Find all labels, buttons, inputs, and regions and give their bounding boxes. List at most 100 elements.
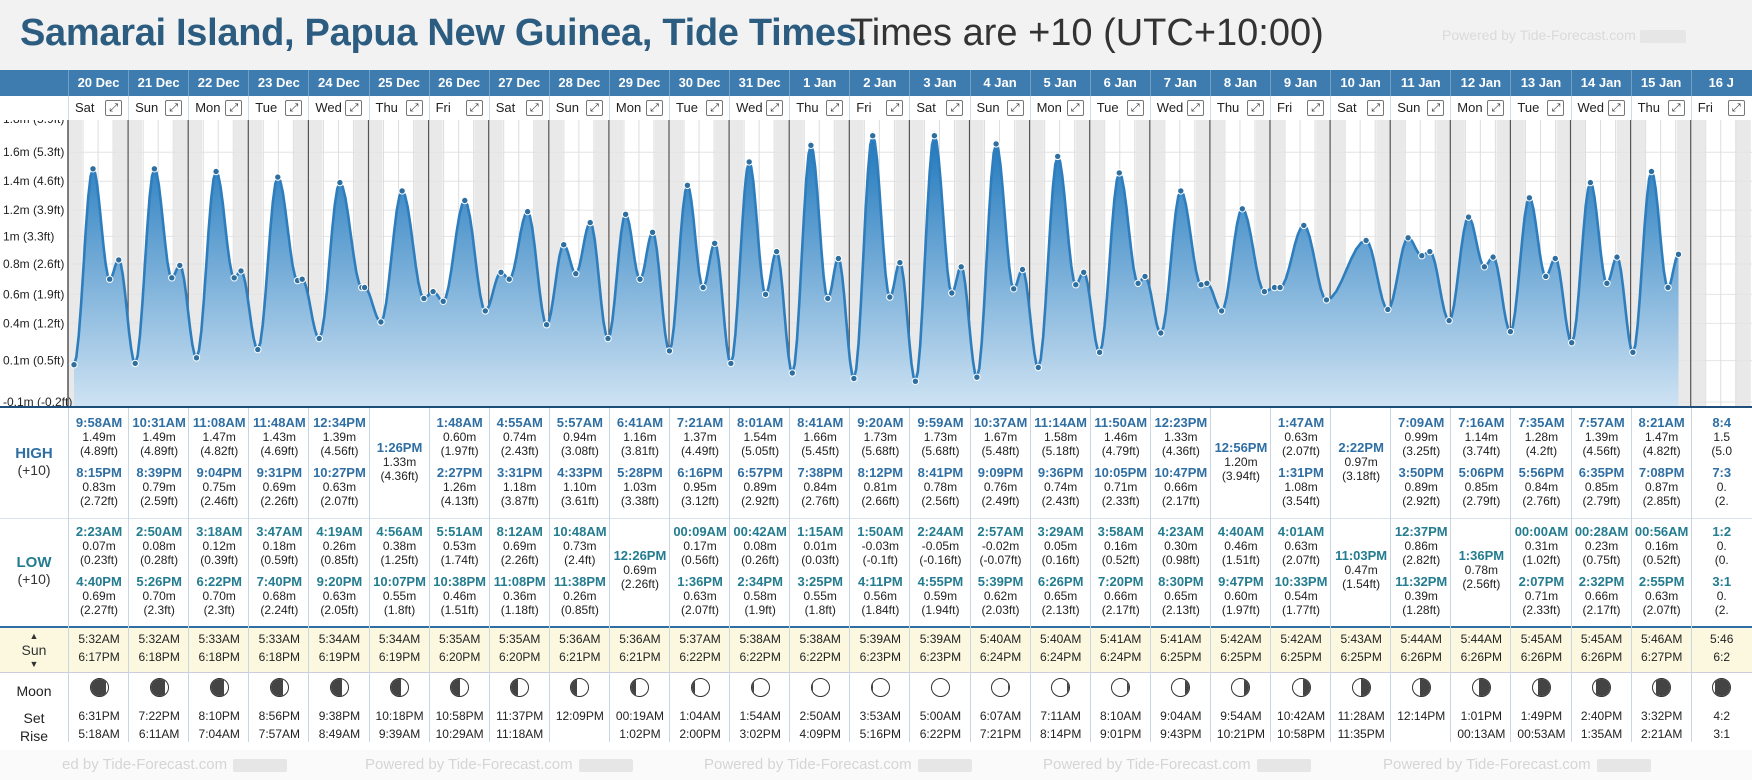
expand-icon[interactable]: ⤢ [345, 100, 363, 116]
sunset-time: 6:25PM [1340, 650, 1382, 664]
expand-icon[interactable]: ⤢ [706, 100, 724, 116]
low-tide-height-m: 0.38m [382, 539, 417, 553]
sunrise-time: 5:41AM [1100, 632, 1142, 646]
day-column: 7:21AM 1.37m (4.49ft) 6:16PM 0.95m (3.12ft) 00… [669, 408, 730, 742]
moonrise-time: 10:29AM [435, 727, 484, 741]
moon-shadow [871, 679, 873, 696]
tide-point [1506, 327, 1515, 336]
high-tide-height-ft: (4.49ft) [681, 444, 720, 458]
tide-point [1664, 283, 1672, 292]
high-tide-height-m: 1.08m [1284, 480, 1318, 494]
high-tide-height-ft: (5.05ft) [741, 444, 780, 458]
expand-icon[interactable]: ⤢ [1307, 100, 1325, 116]
sunrise-time: 5:46AM [1640, 632, 1683, 646]
high-tide-entry: 7:08PM 0.87m (2.85ft) [1632, 465, 1692, 508]
low-tide-time: 10:38PM [433, 574, 487, 589]
expand-icon[interactable]: ⤢ [225, 100, 243, 116]
high-tide-entry: 10:05PM 0.71m (2.33ft) [1091, 465, 1151, 508]
powered-by-footer[interactable]: Powered by Tide-Forecast.com [365, 756, 633, 773]
sunrise-time: 5:32AM [138, 632, 180, 646]
expand-icon[interactable]: ⤢ [1487, 100, 1505, 116]
powered-by-footer[interactable]: Powered by Tide-Forecast.com [704, 756, 972, 773]
powered-by-footer-text: Powered by Tide-Forecast.com [1043, 756, 1251, 773]
expand-icon[interactable]: ⤢ [405, 100, 423, 116]
tide-point [586, 218, 594, 227]
expand-icon[interactable]: ⤢ [1667, 100, 1685, 116]
moon-phase-icon [870, 678, 890, 697]
high-tide-time: 8:12PM [857, 465, 904, 480]
high-section-bg [0, 408, 1752, 518]
low-tide-height-m: 0.16m [1104, 539, 1138, 553]
low-tide-cell: 4:56AM 0.38m (1.25ft) 10:07PM 0.55m (1.8ft) [370, 518, 430, 626]
low-tide-height-ft: (1.54ft) [1342, 577, 1381, 591]
expand-icon[interactable]: ⤢ [1607, 100, 1625, 116]
share-icons [917, 758, 972, 772]
expand-icon[interactable]: ⤢ [585, 100, 603, 116]
expand-icon[interactable]: ⤢ [525, 100, 543, 116]
low-tide-height-m: 0.56m [863, 589, 898, 603]
expand-icon[interactable]: ⤢ [1066, 100, 1084, 116]
sunrise-time: 5:40AM [1039, 632, 1082, 646]
tide-tables: HIGH (+10) LOW (+10) ▲ Sun ▼ Moon Set Ri… [0, 408, 1752, 744]
moonrise-time: 2:21AM [1640, 727, 1683, 741]
expand-icon[interactable]: ⤢ [1186, 100, 1204, 116]
expand-icon[interactable]: ⤢ [465, 100, 483, 116]
weekday-label: Wed [315, 100, 342, 115]
low-tide-height-ft: (1.25ft) [380, 553, 419, 567]
expand-icon[interactable]: ⤢ [1547, 100, 1565, 116]
expand-icon[interactable]: ⤢ [1727, 100, 1745, 116]
expand-icon[interactable]: ⤢ [766, 100, 784, 116]
moonrise-time: 3:02PM [739, 727, 781, 741]
high-tide-height-ft: (5.68ft) [921, 444, 960, 458]
sun-cell: 5:42AM 6:25PM [1211, 630, 1271, 670]
weekday-cell: Tue ⤢ [1510, 96, 1570, 120]
expand-icon[interactable]: ⤢ [826, 100, 844, 116]
high-tide-time: 8:21AM [1638, 415, 1685, 430]
powered-by-footer[interactable]: ed by Tide-Forecast.com [62, 756, 288, 773]
low-tide-height-m: 0.26m [563, 589, 597, 603]
high-tide-entry: 3:50PM 0.89m (2.92ft) [1391, 465, 1451, 508]
expand-icon[interactable]: ⤢ [165, 100, 183, 116]
moon-cell: 00:19AM 1:02PM [610, 678, 670, 742]
high-tide-height-m: 1.20m [1224, 455, 1258, 469]
sun-cell: 5:37AM 6:22PM [670, 630, 730, 670]
low-tide-entry: 8:12AM 0.69m (2.26ft) [490, 524, 550, 567]
moonset-time: 6:07AM [979, 709, 1022, 723]
high-tide-time: 5:56PM [1518, 465, 1565, 480]
high-tide-height-m: 1.33m [382, 455, 417, 469]
date-cell: 23 Dec [248, 70, 308, 96]
weekday-label: Wed [1156, 100, 1184, 115]
high-tide-cell: 1:26PM 1.33m (4.36ft) [370, 408, 430, 518]
high-tide-cell: 10:37AM 1.67m (5.48ft) 9:09PM 0.76m (2.49ft) [971, 408, 1031, 518]
expand-icon[interactable]: ⤢ [1427, 100, 1445, 116]
high-tide-height-ft: (2.76ft) [801, 494, 840, 508]
expand-icon[interactable]: ⤢ [886, 100, 904, 116]
low-tide-entry: 6:22PM 0.70m (2.3ft) [189, 574, 249, 617]
sunset-time: 6:27PM [1640, 650, 1683, 664]
expand-icon[interactable]: ⤢ [285, 100, 303, 116]
expand-icon[interactable]: ⤢ [1006, 100, 1024, 116]
low-tide-height-m: 0.78m [1464, 563, 1499, 577]
high-tide-cell: 7:09AM 0.99m (3.25ft) 3:50PM 0.89m (2.92ft) [1391, 408, 1451, 518]
weekday-cell: Wed ⤢ [729, 96, 789, 120]
moon-cell: 1:49PM 00:53AM [1511, 678, 1571, 742]
sunset-time: 6:20PM [499, 650, 541, 664]
tide-point [788, 369, 796, 377]
tide-point [481, 307, 489, 315]
expand-icon[interactable]: ⤢ [946, 100, 964, 116]
moon-phase-icon [1231, 678, 1251, 697]
low-tide-height-m: 0.23m [1584, 539, 1619, 553]
date-cell: 29 Dec [608, 70, 669, 96]
powered-by-footer[interactable]: Powered by Tide-Forecast.com [1043, 756, 1311, 773]
expand-icon[interactable]: ⤢ [1367, 100, 1385, 116]
low-tide-height-m: 0.16m [1644, 539, 1679, 553]
tide-point [930, 132, 939, 140]
expand-icon[interactable]: ⤢ [645, 100, 663, 116]
powered-by-footer[interactable]: Powered by Tide-Forecast.com [1383, 756, 1651, 773]
expand-icon[interactable]: ⤢ [105, 100, 123, 116]
sunset-time: 6:18PM [258, 650, 301, 664]
low-tide-height-ft: (2.27ft) [80, 603, 119, 617]
expand-icon[interactable]: ⤢ [1126, 100, 1144, 116]
expand-icon[interactable]: ⤢ [1246, 100, 1264, 116]
powered-by-top[interactable]: Powered by Tide-Forecast.com [1442, 27, 1686, 43]
